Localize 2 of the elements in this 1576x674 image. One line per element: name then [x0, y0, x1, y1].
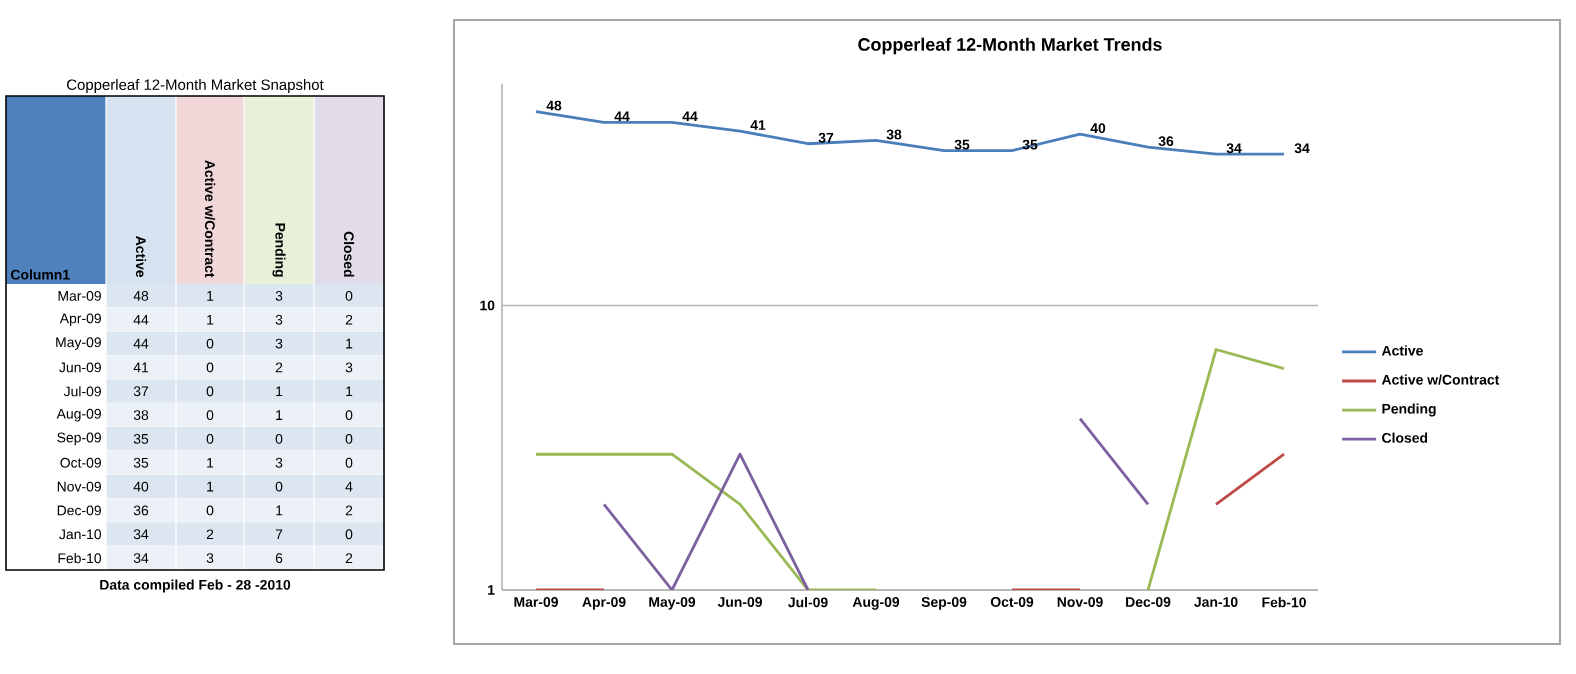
chart-title: Copperleaf 12-Month Market Trends [858, 37, 1162, 55]
line-series [534, 110, 1286, 156]
